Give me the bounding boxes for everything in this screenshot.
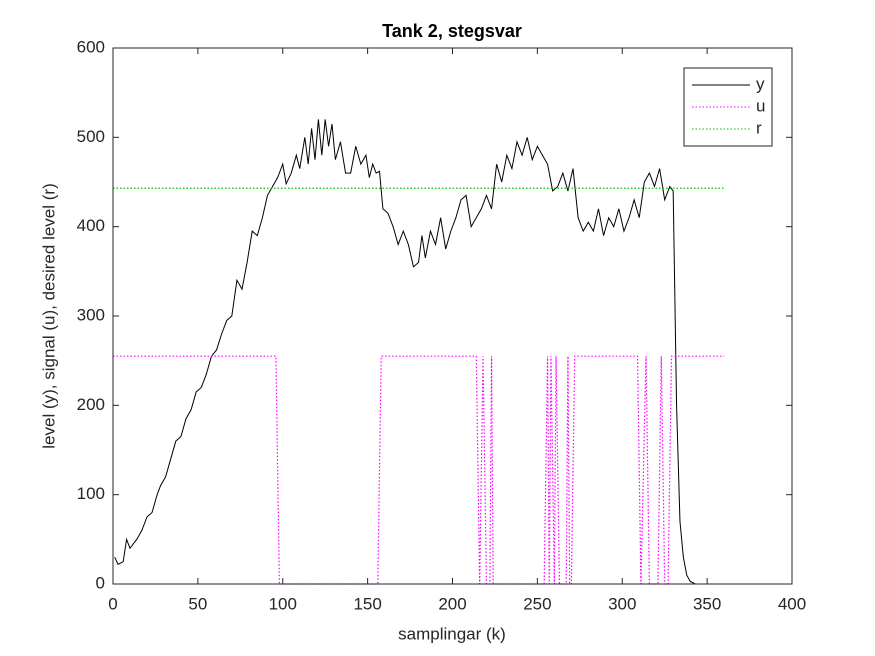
x-tick-label: 250 [523,594,551,613]
y-tick-label: 100 [77,484,105,503]
chart-title: Tank 2, stegsvar [382,21,522,41]
data-line [114,119,725,585]
legend-label: u [756,96,765,115]
y-tick-label: 600 [77,37,105,56]
x-tick-label: 150 [353,594,381,613]
y-axis-label: level (y), signal (u), desired level (r) [39,183,58,448]
legend-label: r [756,118,762,137]
x-tick-label: 200 [438,594,466,613]
x-tick-label: 350 [693,594,721,613]
y-tick-label: 0 [96,573,105,592]
x-tick-label: 300 [608,594,636,613]
legend-label: y [756,74,765,93]
y-tick-label: 400 [77,216,105,235]
y-tick-label: 500 [77,127,105,146]
y-tick-label: 300 [77,305,105,324]
x-axis-label: samplingar (k) [398,624,506,643]
x-tick-label: 400 [778,594,806,613]
x-tick-label: 0 [108,594,117,613]
x-tick-label: 100 [269,594,297,613]
axes-box [112,47,793,585]
y-tick-label: 200 [77,395,105,414]
x-tick-label: 50 [188,594,207,613]
